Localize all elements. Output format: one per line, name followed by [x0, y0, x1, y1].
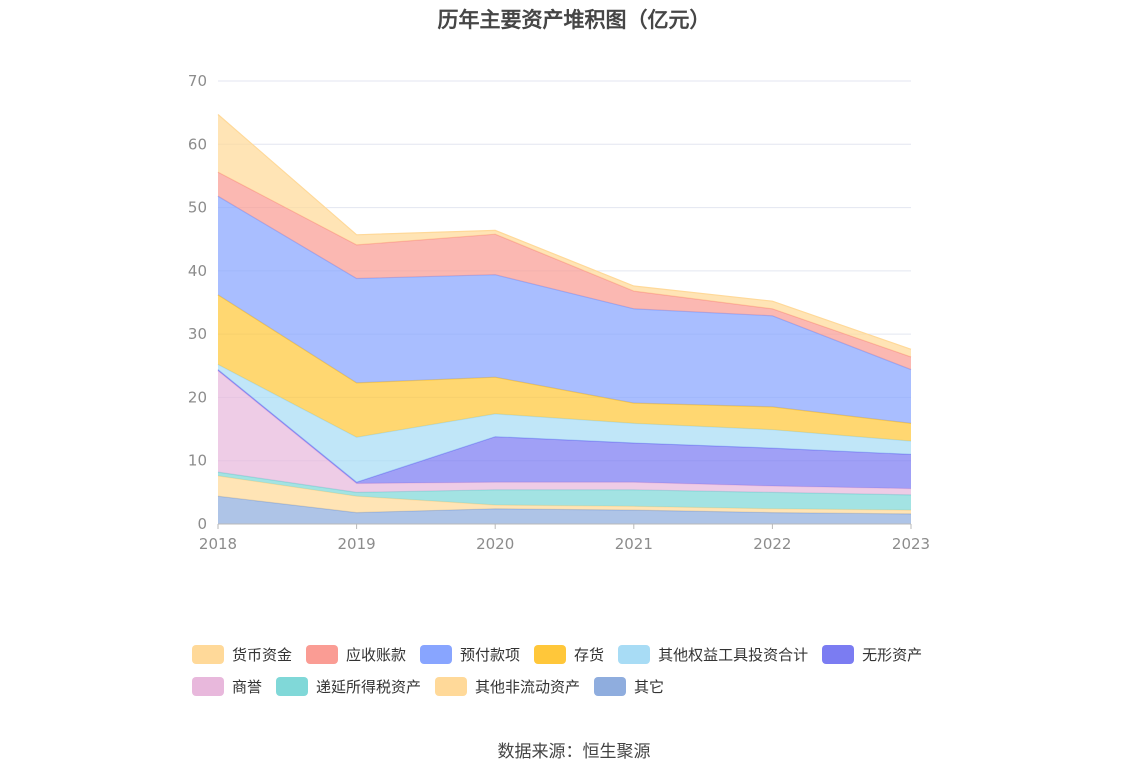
legend-swatch [618, 644, 651, 664]
legend-swatch [192, 644, 224, 664]
legend-item[interactable]: 商誉 [192, 676, 262, 697]
legend-label: 无形资产 [862, 645, 923, 664]
y-tick-label: 60 [188, 135, 207, 153]
area-series-line-9 [217, 114, 912, 350]
area-series-6[interactable] [218, 294, 911, 442]
x-tick-label: 2018 [199, 535, 237, 553]
area-series-0[interactable] [218, 496, 911, 524]
legend-row-1: 货币资金 应收账款 预付款项 存货 其他权益工具投资合计 无形资产 [192, 638, 992, 670]
data-source: 数据来源：恒生聚源 [497, 742, 651, 762]
area-series-5[interactable] [218, 364, 911, 483]
y-tick-label: 0 [197, 515, 207, 533]
legend-label: 存货 [574, 645, 605, 664]
legend-item[interactable]: 其他权益工具投资合计 [618, 644, 808, 665]
y-tick-label: 50 [188, 199, 207, 217]
legend-swatch [822, 644, 855, 664]
area-series-9[interactable] [218, 114, 911, 357]
area-series-8[interactable] [218, 172, 911, 370]
area-series-1[interactable] [218, 475, 911, 514]
legend-swatch [306, 644, 339, 664]
legend-swatch [594, 676, 627, 696]
legend-label: 其它 [634, 677, 665, 696]
x-tick-label: 2022 [753, 535, 791, 553]
legend: 货币资金 应收账款 预付款项 存货 其他权益工具投资合计 无形资产 商誉 递延所得税资产 其他… [192, 638, 992, 702]
area-series-line-0 [217, 495, 912, 515]
y-tick-label: 40 [188, 262, 207, 280]
legend-swatch [534, 644, 567, 664]
y-tick-label: 70 [188, 72, 207, 90]
legend-item[interactable]: 货币资金 [192, 644, 292, 665]
legend-item[interactable]: 其它 [594, 676, 664, 697]
area-series-7[interactable] [218, 196, 911, 424]
legend-swatch [276, 676, 309, 696]
legend-swatch [435, 676, 468, 696]
legend-label: 递延所得税资产 [316, 677, 422, 696]
x-tick-label: 2020 [476, 535, 514, 553]
legend-swatch [420, 644, 453, 664]
legend-swatch [192, 676, 224, 696]
area-series-4[interactable] [218, 369, 911, 489]
area-series [217, 114, 912, 524]
legend-label: 预付款项 [460, 645, 521, 664]
legend-label: 应收账款 [346, 645, 407, 664]
x-tick-label: 2021 [615, 535, 653, 553]
area-series-2[interactable] [218, 472, 911, 511]
legend-item[interactable]: 存货 [534, 644, 604, 665]
legend-row-2: 商誉 递延所得税资产 其他非流动资产 其它 [192, 670, 992, 702]
legend-item[interactable]: 预付款项 [420, 644, 520, 665]
legend-item[interactable]: 无形资产 [822, 644, 922, 665]
legend-label: 其他非流动资产 [475, 677, 581, 696]
y-tick-label: 10 [188, 452, 207, 470]
y-tick-label: 30 [188, 325, 207, 343]
legend-label: 其他权益工具投资合计 [658, 645, 809, 664]
legend-label: 货币资金 [232, 645, 293, 664]
axes: 0 10 20 30 40 50 60 70 2018 2019 2020 2021 2022 2023 [188, 72, 930, 553]
legend-item[interactable]: 递延所得税资产 [276, 676, 421, 697]
x-tick-label: 2019 [338, 535, 376, 553]
stacked-area-chart: 0 10 20 30 40 50 60 70 2018 2019 2020 2021 2022 2023 [188, 72, 930, 553]
legend-item[interactable]: 其他非流动资产 [435, 676, 580, 697]
chart-title: 历年主要资产堆积图（亿元） [437, 8, 711, 32]
legend-item[interactable]: 应收账款 [306, 644, 406, 665]
legend-label: 商誉 [232, 677, 263, 696]
x-tick-label: 2023 [892, 535, 930, 553]
y-tick-label: 20 [188, 388, 207, 406]
